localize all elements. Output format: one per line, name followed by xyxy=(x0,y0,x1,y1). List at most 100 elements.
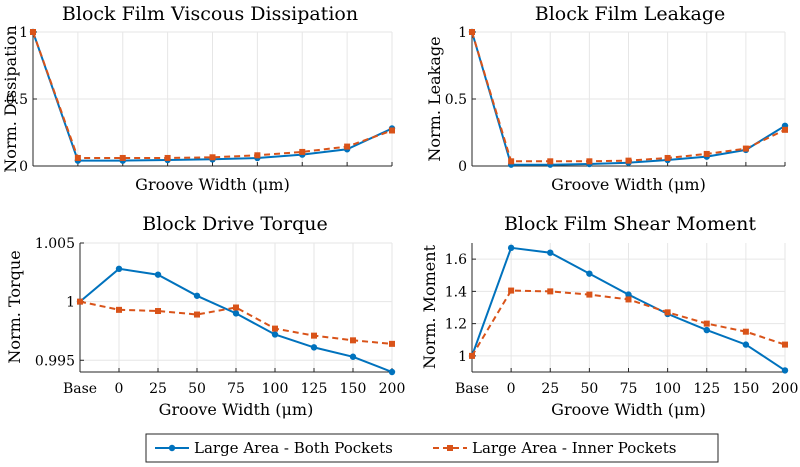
x-tick-label: 25 xyxy=(149,381,167,397)
x-axis-label: Groove Width (μm) xyxy=(135,175,290,194)
x-axis-label: Groove Width (μm) xyxy=(551,175,706,194)
y-tick-label: 0.995 xyxy=(35,353,75,369)
chart-panel-4: Base 0 25 50 75 100 125 150 200 1 1.2 1.4 1.6 Block F… xyxy=(420,213,798,419)
data-point xyxy=(664,309,671,316)
data-point xyxy=(547,288,554,295)
y-tick-label: 1 xyxy=(458,25,467,41)
data-point xyxy=(119,154,126,161)
y-axis-label: Norm. Moment xyxy=(420,244,439,369)
x-axis-label: Groove Width (μm) xyxy=(159,400,314,419)
series-inner-pockets xyxy=(30,29,395,161)
x-tick-label: 200 xyxy=(772,381,799,397)
data-point xyxy=(349,353,357,360)
data-point xyxy=(507,244,515,252)
y-tick-label: 0.5 xyxy=(445,92,467,108)
chart-panel-1: 0 0.5 1 Block Film Viscous Dissipation Groov… xyxy=(1,3,396,194)
series-inner-pockets xyxy=(469,29,788,165)
data-point xyxy=(742,328,749,335)
data-point xyxy=(272,325,278,332)
data-point xyxy=(782,341,788,348)
data-point xyxy=(703,326,710,334)
x-tick-label: 25 xyxy=(541,381,559,397)
data-point xyxy=(781,367,789,374)
data-point xyxy=(625,291,632,298)
y-tick-label: 1.2 xyxy=(445,317,467,333)
data-point xyxy=(344,143,351,150)
legend-box xyxy=(145,433,719,463)
y-tick-label: 1 xyxy=(458,349,467,365)
x-tick-label: 0 xyxy=(115,381,124,397)
y-tick-label: 1.005 xyxy=(35,236,75,252)
x-tick-label: 125 xyxy=(301,381,328,397)
data-point xyxy=(586,270,593,277)
legend-label: Large Area - Both Pockets xyxy=(194,439,393,457)
data-point xyxy=(310,344,318,351)
data-point xyxy=(115,265,123,272)
chart-title: Block Film Leakage xyxy=(535,3,726,25)
data-point xyxy=(469,29,475,35)
y-tick-label: 1.4 xyxy=(445,284,467,300)
x-tick-label: 150 xyxy=(733,381,760,397)
chart-title: Block Film Shear Moment xyxy=(504,213,756,235)
x-tick-label: Base xyxy=(63,381,97,397)
data-point xyxy=(782,126,788,133)
x-tick-label: 200 xyxy=(379,381,406,397)
data-point xyxy=(388,368,396,376)
x-tick-label: 50 xyxy=(580,381,598,397)
chart-panel-2: 0 0.5 1 Block Film Leakage Groove Width (μm)… xyxy=(425,3,789,194)
x-tick-label: 50 xyxy=(188,381,206,397)
x-tick-label: 0 xyxy=(507,381,516,397)
legend-entry-2: Large Area - Inner Pockets xyxy=(433,439,676,457)
data-point xyxy=(508,158,515,165)
x-tick-label: 150 xyxy=(340,381,367,397)
data-point xyxy=(586,291,593,298)
data-point xyxy=(389,127,395,134)
data-point xyxy=(77,298,83,305)
data-point xyxy=(209,154,216,161)
chart-title: Block Drive Torque xyxy=(142,213,327,235)
data-point xyxy=(742,145,749,152)
data-point xyxy=(547,249,554,256)
data-point xyxy=(233,304,239,311)
legend: Large Area - Both Pockets Large Area - In… xyxy=(145,433,719,463)
data-point xyxy=(271,331,279,338)
data-point xyxy=(116,306,122,313)
y-tick-label: 1.6 xyxy=(445,252,467,268)
data-point xyxy=(164,154,171,161)
data-point xyxy=(742,341,750,348)
data-point xyxy=(74,154,81,161)
legend-swatch-marker xyxy=(447,445,453,451)
x-tick-label: 100 xyxy=(654,381,681,397)
data-point xyxy=(232,310,240,317)
x-tick-label: 75 xyxy=(227,381,245,397)
legend-label: Large Area - Inner Pockets xyxy=(472,439,676,457)
data-point xyxy=(311,332,317,339)
chart-panel-3: Base 0 25 50 75 100 125 150 200 0.995 1 1.005 Block … xyxy=(5,213,405,419)
data-point xyxy=(154,271,162,278)
data-point xyxy=(469,352,475,359)
data-point xyxy=(389,340,395,347)
y-tick-label: 1 xyxy=(66,295,75,311)
legend-entry-1: Large Area - Both Pockets xyxy=(155,439,393,457)
data-point xyxy=(703,150,710,157)
x-tick-label: 100 xyxy=(262,381,289,397)
data-point xyxy=(155,308,161,315)
chart-title: Block Film Viscous Dissipation xyxy=(62,3,358,25)
data-point xyxy=(508,287,515,294)
series-inner-pockets xyxy=(77,298,395,347)
y-axis-label: Norm. Dissipation xyxy=(1,25,20,172)
data-point xyxy=(254,152,261,159)
x-tick-label: Base xyxy=(455,381,489,397)
data-point xyxy=(703,320,710,327)
data-point xyxy=(664,154,671,161)
x-axis-label: Groove Width (μm) xyxy=(551,400,706,419)
x-tick-label: 75 xyxy=(620,381,638,397)
data-point xyxy=(299,148,306,155)
series-inner-pockets xyxy=(469,287,788,359)
x-tick-label: 125 xyxy=(693,381,720,397)
y-axis-label: Norm. Torque xyxy=(5,250,24,363)
y-tick-label: 0 xyxy=(19,159,28,175)
series-line xyxy=(79,300,393,345)
data-point xyxy=(625,157,632,164)
